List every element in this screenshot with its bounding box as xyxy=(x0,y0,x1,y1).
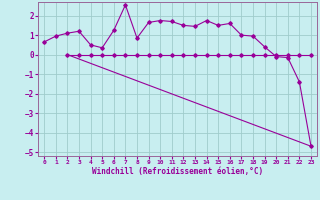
X-axis label: Windchill (Refroidissement éolien,°C): Windchill (Refroidissement éolien,°C) xyxy=(92,167,263,176)
